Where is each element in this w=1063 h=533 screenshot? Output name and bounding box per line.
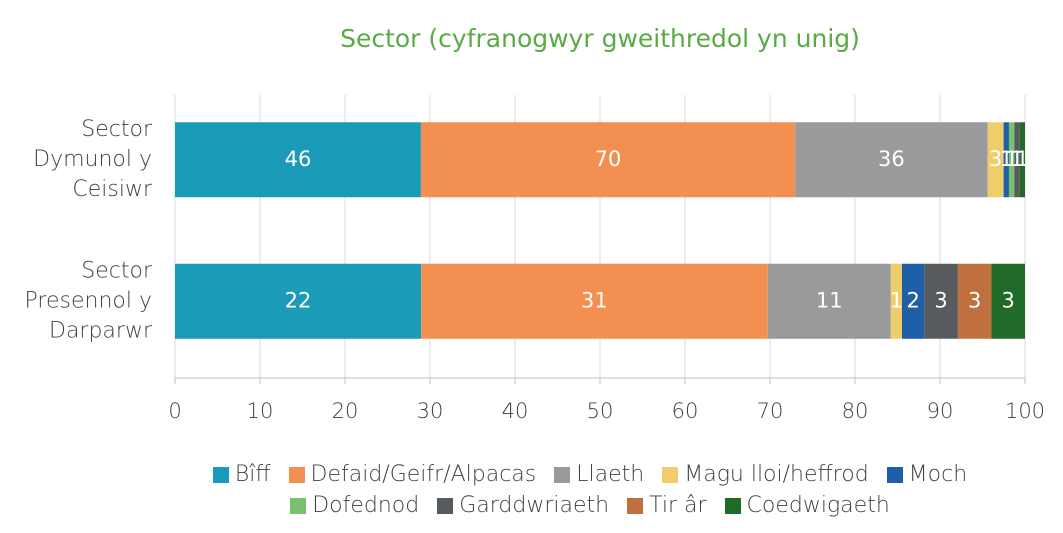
legend-item: Magu lloi/heffrod <box>662 462 869 487</box>
bar-segment <box>175 122 421 198</box>
bar-segment <box>1003 122 1009 198</box>
x-tick-label: 10 <box>247 399 274 423</box>
data-label: 3 <box>989 147 1002 171</box>
legend-swatch <box>627 497 644 514</box>
bar-segment <box>987 122 1004 198</box>
x-tick-label: 70 <box>757 399 784 423</box>
x-tick-label: 80 <box>842 399 869 423</box>
legend-swatch <box>662 466 679 483</box>
bar-segment <box>421 263 768 339</box>
legend-swatch <box>886 466 903 483</box>
legend-label: Tir âr <box>649 493 707 518</box>
legend-label: Dofednod <box>312 493 420 518</box>
bar-segment <box>901 263 925 339</box>
legend-item: Defaid/Geifr/Alpacas <box>288 462 537 487</box>
bar-segment <box>991 263 1025 339</box>
y-tick-label: Darparwr <box>49 318 153 343</box>
legend-label: Defaid/Geifr/Alpacas <box>310 462 537 487</box>
bar-segment <box>890 263 902 339</box>
data-label: 1 <box>1016 147 1029 171</box>
data-label: 3 <box>968 288 981 312</box>
data-label: 70 <box>595 147 622 171</box>
legend-swatch <box>288 466 305 483</box>
legend-swatch <box>437 497 454 514</box>
x-tick-label: 0 <box>168 399 181 423</box>
data-label: 3 <box>1002 288 1015 312</box>
data-label: 1 <box>890 288 903 312</box>
data-label: 46 <box>285 147 312 171</box>
x-tick-label: 50 <box>587 399 614 423</box>
data-label: 36 <box>878 147 905 171</box>
x-tick-label: 40 <box>502 399 529 423</box>
legend-swatch <box>554 466 571 483</box>
chart: Sector (cyfranogwyr gweithredol yn unig)… <box>25 24 1046 423</box>
data-label: 2 <box>906 288 919 312</box>
legend-item: Garddwriaeth <box>437 493 609 518</box>
legend-label: Coedwigaeth <box>746 493 890 518</box>
bar-segment <box>420 122 796 198</box>
legend-item: Llaeth <box>554 462 644 487</box>
bar-segment <box>924 263 958 339</box>
legend-item: Tir âr <box>627 493 707 518</box>
bar-segment <box>1019 122 1025 198</box>
data-label: 22 <box>285 288 312 312</box>
x-tick-label: 30 <box>417 399 444 423</box>
x-tick-label: 60 <box>672 399 699 423</box>
x-tick-label: 20 <box>332 399 359 423</box>
x-tick-label: 100 <box>1005 399 1045 423</box>
legend-label: Bîff <box>234 462 271 487</box>
y-tick-label: Presennol y <box>25 288 152 313</box>
data-label: 3 <box>934 288 947 312</box>
bar-segment <box>175 263 422 339</box>
legend-item: Moch <box>886 462 968 487</box>
bar-segment <box>957 263 992 339</box>
legend-item: Dofednod <box>290 493 419 518</box>
legend-label: Moch <box>908 462 968 487</box>
legend-label: Magu lloi/heffrod <box>684 462 869 487</box>
legend-item: Coedwigaeth <box>724 493 890 518</box>
y-tick-label: Sector <box>81 258 153 283</box>
y-tick-label: Sector <box>81 117 153 142</box>
chart-title: Sector (cyfranogwyr gweithredol yn unig) <box>340 24 860 53</box>
legend-label: Garddwriaeth <box>459 493 610 518</box>
y-tick-label: Ceisiwr <box>72 177 153 202</box>
x-tick-label: 90 <box>927 399 954 423</box>
legend: Bîff Defaid/Geifr/Alpacas Llaeth Magu lloi/… <box>200 462 980 518</box>
bar-segment <box>795 122 988 198</box>
y-tick-label: Dymunol y <box>33 147 152 172</box>
bar-segment <box>1008 122 1015 198</box>
legend-label: Llaeth <box>576 462 645 487</box>
legend-swatch <box>212 466 229 483</box>
data-label: 11 <box>816 288 843 312</box>
data-label: 31 <box>581 288 608 312</box>
bar-segment <box>767 263 891 339</box>
legend-item: Bîff <box>212 462 271 487</box>
legend-swatch <box>724 497 741 514</box>
bar-segment <box>1014 122 1020 198</box>
legend-swatch <box>290 497 307 514</box>
